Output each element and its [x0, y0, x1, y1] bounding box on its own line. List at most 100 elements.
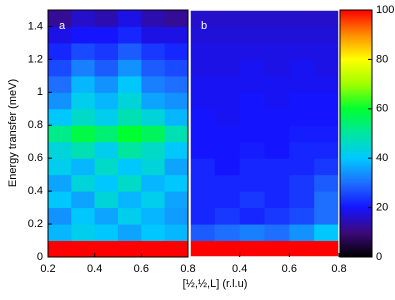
- heat-cell: [118, 92, 142, 110]
- heat-cell: [164, 240, 189, 258]
- heat-cell: [214, 26, 241, 44]
- heat-cell: [118, 125, 142, 143]
- heat-cell: [94, 191, 119, 209]
- heat-cell: [190, 141, 216, 159]
- heat-cell: [314, 125, 340, 143]
- heat-cell: [48, 207, 72, 225]
- heat-cell: [48, 158, 72, 176]
- heat-cell: [264, 191, 290, 209]
- x-axis-label: [½,½,L] (r.l.u): [183, 278, 248, 290]
- heat-cell: [289, 26, 315, 44]
- heat-cell: [214, 158, 241, 176]
- heat-cell: [314, 75, 340, 93]
- y-tick-label: 1.2: [28, 53, 43, 65]
- heat-cell: [141, 26, 166, 44]
- heat-cell: [289, 141, 315, 159]
- heat-cell: [314, 26, 340, 44]
- heat-cell: [239, 75, 265, 93]
- heat-cell: [214, 141, 241, 159]
- heat-cell: [214, 125, 241, 143]
- heat-cell: [141, 125, 166, 143]
- heat-cell: [239, 42, 265, 60]
- heat-cell: [289, 59, 315, 77]
- heat-cell: [289, 207, 315, 225]
- heat-cell: [164, 59, 189, 77]
- heat-cell: [164, 26, 189, 44]
- heat-cell: [118, 207, 142, 225]
- heat-cell: [71, 207, 96, 225]
- heat-cell: [94, 42, 119, 60]
- heat-cell: [94, 141, 119, 159]
- heat-cell: [48, 240, 72, 258]
- heat-cell: [71, 224, 96, 242]
- heat-cell: [190, 42, 216, 60]
- heat-cell: [48, 75, 72, 93]
- heat-cell: [48, 191, 72, 209]
- heat-cell: [190, 26, 216, 44]
- heat-cell: [239, 207, 265, 225]
- heat-cell: [314, 108, 340, 126]
- colorbar-tick-label: 0: [376, 251, 382, 263]
- heat-cell: [94, 207, 119, 225]
- heat-cell: [94, 240, 119, 258]
- heat-cell: [214, 207, 241, 225]
- heat-cell: [314, 42, 340, 60]
- x-tick-label: 0.8: [331, 263, 346, 275]
- heat-cell: [71, 158, 96, 176]
- heat-cell: [141, 191, 166, 209]
- heat-cell: [118, 224, 142, 242]
- heat-cell: [118, 75, 142, 93]
- heat-cell: [164, 207, 189, 225]
- heat-cell: [164, 141, 189, 159]
- heat-cell: [141, 108, 166, 126]
- colorbar-tick-label: 60: [376, 103, 388, 115]
- x-tick-label: 0.8: [180, 263, 195, 275]
- heat-cell: [190, 75, 216, 93]
- heat-cell: [141, 207, 166, 225]
- heat-cell: [48, 174, 72, 192]
- heat-cell: [164, 108, 189, 126]
- heat-cell: [239, 174, 265, 192]
- heat-cell: [94, 158, 119, 176]
- heat-cell: [71, 141, 96, 159]
- heat-cell: [190, 224, 216, 242]
- heat-cell: [190, 158, 216, 176]
- heat-cell: [141, 240, 166, 258]
- heat-cell: [94, 125, 119, 143]
- heat-cell: [264, 75, 290, 93]
- heat-cell: [314, 174, 340, 192]
- heat-cell: [48, 59, 72, 77]
- colorbar-tick-label: 40: [376, 152, 388, 164]
- colorbar-tick-label: 20: [376, 202, 388, 214]
- heat-cell: [264, 174, 290, 192]
- heat-cell: [48, 10, 72, 27]
- x-tick-label: 0.6: [282, 263, 297, 275]
- heat-cell: [314, 10, 340, 27]
- heat-cell: [239, 191, 265, 209]
- heat-cell: [118, 59, 142, 77]
- y-tick-label: 0.2: [28, 218, 43, 230]
- heat-cell: [289, 158, 315, 176]
- heat-cell: [214, 59, 241, 77]
- heat-cell: [239, 108, 265, 126]
- heat-cell: [118, 191, 142, 209]
- heat-cell: [164, 224, 189, 242]
- heat-cell: [264, 59, 290, 77]
- heat-cell: [71, 42, 96, 60]
- heat-cell: [264, 141, 290, 159]
- heat-cell: [214, 42, 241, 60]
- heat-cell: [239, 10, 265, 27]
- heat-cell: [289, 240, 315, 258]
- heat-cell: [239, 26, 265, 44]
- heat-cell: [214, 174, 241, 192]
- heat-cell: [239, 240, 265, 258]
- heat-cell: [314, 191, 340, 209]
- heat-cell: [164, 191, 189, 209]
- heat-cell: [314, 240, 340, 258]
- heat-cell: [164, 125, 189, 143]
- heat-cell: [289, 224, 315, 242]
- colorbar: [339, 9, 373, 258]
- y-tick-label: 0: [37, 251, 43, 263]
- heat-cell: [164, 92, 189, 110]
